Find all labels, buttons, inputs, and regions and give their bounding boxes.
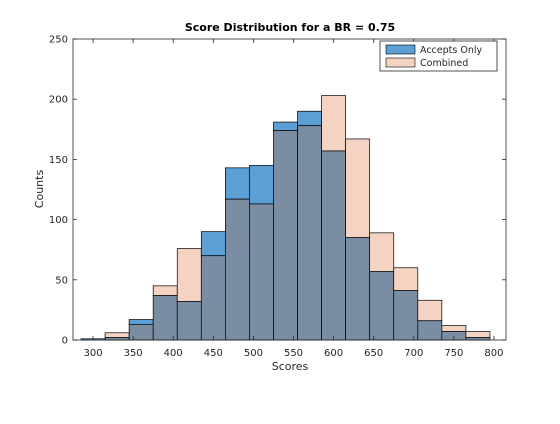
y-tick-label: 250 xyxy=(49,35,68,46)
x-axis-label: Scores xyxy=(272,360,309,373)
histogram-bar-overlap xyxy=(345,237,371,341)
histogram-bar-combined xyxy=(321,95,346,152)
legend-label-combined: Combined xyxy=(420,58,468,69)
plot-frame xyxy=(72,38,507,341)
histogram-bar-combined xyxy=(104,332,130,338)
x-tick-label: 750 xyxy=(444,348,463,359)
histogram-bar-accepts-only xyxy=(297,110,322,127)
y-tick-label: 200 xyxy=(49,95,68,106)
histogram-bar-combined xyxy=(176,248,202,302)
bars-layer xyxy=(80,95,491,341)
histogram-bar-combined xyxy=(417,299,443,322)
y-tick-label: 50 xyxy=(55,275,68,286)
x-tick-label: 450 xyxy=(204,348,223,359)
histogram-bar-accepts-only xyxy=(249,165,274,205)
histogram-bar-combined xyxy=(345,138,371,239)
legend: Accepts Only Combined xyxy=(379,40,498,72)
histogram-bar-overlap xyxy=(176,301,202,341)
x-tick-label: 800 xyxy=(484,348,503,359)
legend-swatch-accepts-only xyxy=(385,44,416,55)
histogram-bar-overlap xyxy=(369,271,395,341)
x-tick-label: 500 xyxy=(244,348,263,359)
x-tick-label: 350 xyxy=(124,348,143,359)
histogram-bar-overlap xyxy=(128,323,154,341)
histogram-bar-combined xyxy=(152,285,178,296)
histogram-bar-overlap xyxy=(225,198,250,341)
y-tick-label: 0 xyxy=(62,336,68,347)
histogram-bar-overlap xyxy=(297,125,322,341)
histogram-bar-accepts-only xyxy=(273,121,298,131)
histogram-bar-combined xyxy=(441,325,467,332)
x-tick-label: 300 xyxy=(83,348,102,359)
histogram-bar-accepts-only xyxy=(200,231,226,257)
legend-label-accepts-only: Accepts Only xyxy=(420,45,482,56)
x-tick-label: 600 xyxy=(324,348,343,359)
histogram-bar-overlap xyxy=(321,150,346,341)
histogram-bar-overlap xyxy=(249,203,274,341)
x-tick-label: 550 xyxy=(284,348,303,359)
histogram-bar-accepts-only xyxy=(225,167,250,200)
histogram-bar-overlap xyxy=(417,320,443,341)
histogram-bar-combined xyxy=(369,232,395,272)
histogram-bar-overlap xyxy=(152,295,178,341)
histogram-bar-combined xyxy=(393,267,419,291)
legend-swatch-combined xyxy=(385,57,416,68)
y-tick-label: 100 xyxy=(49,215,68,226)
x-tick-label: 650 xyxy=(364,348,383,359)
histogram-bar-overlap xyxy=(273,130,298,341)
chart-title: Score Distribution for a BR = 0.75 xyxy=(185,21,395,34)
histogram-bar-overlap xyxy=(200,255,226,341)
ticks-layer: 300 350 400 450 500 550 600 650 700 750 800 0 50 100 1… xyxy=(49,35,506,359)
x-tick-label: 400 xyxy=(164,348,183,359)
histogram-bar-accepts-only xyxy=(128,319,154,325)
histogram-bar-combined xyxy=(465,331,491,338)
histogram-bar-overlap xyxy=(393,290,419,341)
y-axis-label: Counts xyxy=(33,170,46,209)
x-tick-label: 700 xyxy=(404,348,423,359)
y-tick-label: 150 xyxy=(49,155,68,166)
